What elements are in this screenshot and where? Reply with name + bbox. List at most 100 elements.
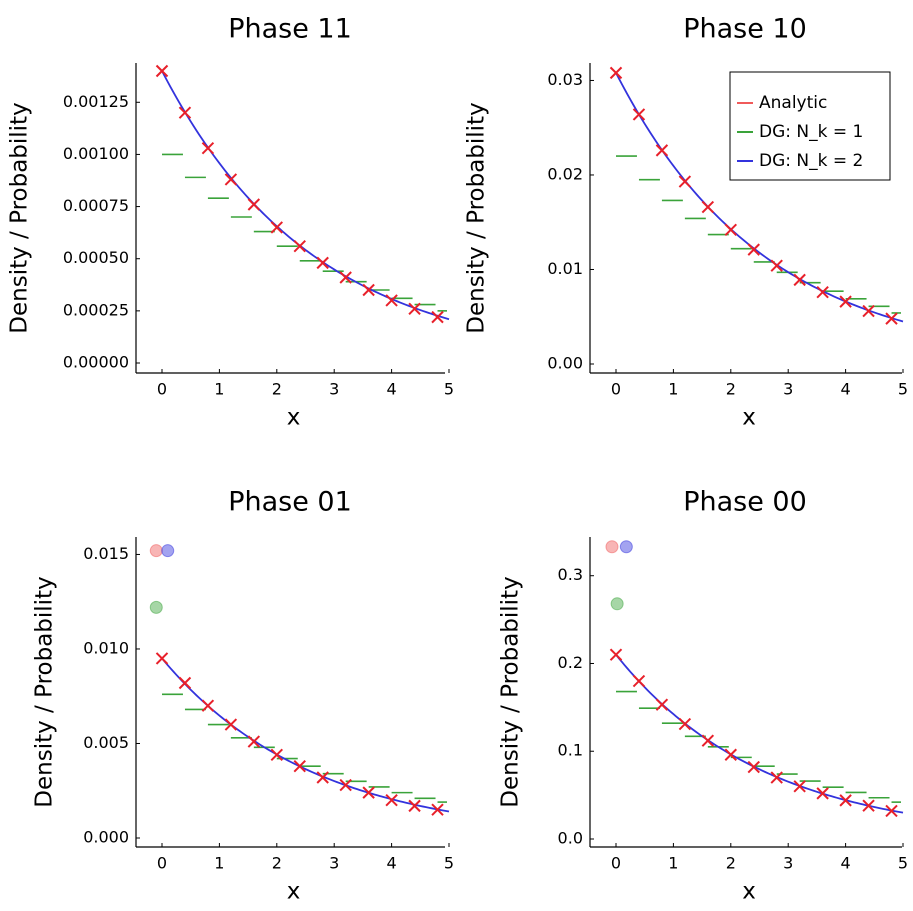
analytic-marker-stroke <box>293 759 306 773</box>
analytic-marker-stroke <box>816 787 829 800</box>
y-tick-label: 0.2 <box>558 653 583 672</box>
x-tick-label: 3 <box>783 854 793 873</box>
analytic-marker <box>747 243 760 256</box>
analytic-marker-stroke <box>247 198 261 211</box>
analytic-marker <box>862 304 875 318</box>
analytic-marker <box>293 239 306 253</box>
y-tick-label: 0.00075 <box>63 196 129 215</box>
x-tick-label: 0 <box>611 380 621 399</box>
y-tick-label: 0.00000 <box>63 353 129 372</box>
analytic-marker-stroke <box>201 699 215 712</box>
y-tick-label: 0.000 <box>83 828 129 847</box>
x-tick-label: 5 <box>898 854 908 873</box>
analytic-marker-stroke <box>885 312 898 325</box>
analytic-marker <box>201 699 215 712</box>
analytic-marker <box>839 794 852 807</box>
x-tick-label: 2 <box>272 380 282 399</box>
analytic-marker-stroke <box>770 771 783 784</box>
x-axis-label: x <box>742 405 756 431</box>
chart-panel-1: Phase 10 0 1 2 3 4 5 0.00 0.01 0.02 0.03 x Density /… <box>464 14 909 431</box>
analytic-marker <box>609 648 623 661</box>
analytic-marker <box>678 717 692 731</box>
y-tick-label: 0.00025 <box>63 300 129 319</box>
analytic-marker <box>770 259 783 272</box>
legend-label: Analytic <box>759 93 827 113</box>
analytic-marker <box>701 200 715 214</box>
analytic-marker <box>247 198 261 211</box>
x-tick-label: 1 <box>214 854 224 873</box>
y-tick-label: 0.010 <box>83 638 129 657</box>
analytic-marker-stroke <box>678 175 692 188</box>
analytic-marker-stroke <box>655 698 669 711</box>
y-axis-label: Density / Probability <box>498 576 524 807</box>
legend: Analytic DG: N_k = 1 DG: N_k = 2 <box>729 71 891 181</box>
analytic-marker <box>655 144 669 157</box>
analytic-marker-stroke <box>155 652 169 665</box>
analytic-marker <box>362 283 375 297</box>
analytic-marker-stroke <box>201 141 215 155</box>
analytic-marker <box>155 652 169 665</box>
analytic-marker-stroke <box>678 717 692 731</box>
analytic-marker-stroke <box>408 302 421 315</box>
x-axis-label: x <box>742 879 756 905</box>
x-tick-label: 0 <box>611 854 621 873</box>
analytic-marker-stroke <box>339 778 352 792</box>
analytic-marker <box>224 173 238 186</box>
analytic-marker <box>224 718 238 731</box>
analytic-marker-stroke <box>862 799 875 812</box>
x-tick-label: 1 <box>214 380 224 399</box>
x-tick-label: 1 <box>668 854 678 873</box>
y-tick-label: 0.02 <box>547 164 583 183</box>
dg-nk2-curve <box>161 657 450 813</box>
analytic-marker <box>816 285 829 299</box>
analytic-marker <box>885 804 898 818</box>
analytic-marker <box>885 312 898 325</box>
analytic-marker <box>678 175 692 188</box>
x-axis-label: x <box>287 405 301 431</box>
analytic-marker <box>339 778 352 792</box>
mass-point <box>605 540 619 554</box>
x-tick-label: 2 <box>726 854 736 873</box>
analytic-marker-stroke <box>178 106 192 119</box>
analytic-marker-stroke <box>816 285 829 299</box>
analytic-marker-stroke <box>270 221 284 234</box>
analytic-marker <box>793 780 806 793</box>
y-axis-label: Density / Probability <box>32 576 58 807</box>
x-tick-label: 4 <box>841 854 851 873</box>
analytic-marker-stroke <box>362 786 375 799</box>
x-tick-label: 0 <box>157 854 167 873</box>
chart-title: Phase 01 <box>228 487 352 518</box>
analytic-marker <box>408 799 421 813</box>
analytic-marker-stroke <box>362 283 375 297</box>
y-tick-label: 0.3 <box>558 565 583 584</box>
analytic-marker <box>293 759 306 773</box>
analytic-marker-stroke <box>247 735 261 748</box>
x-tick-label: 5 <box>444 380 454 399</box>
y-tick-label: 0.01 <box>547 259 583 278</box>
analytic-marker-stroke <box>839 794 852 807</box>
analytic-marker <box>431 310 444 324</box>
chart-panel-2: Phase 01 0 1 2 3 4 5 0.000 0.005 0.010 0.015 x Densi… <box>32 487 455 905</box>
chart-title: Phase 11 <box>228 14 352 45</box>
y-tick-label: 0.005 <box>83 733 129 752</box>
analytic-marker <box>385 793 398 807</box>
x-tick-label: 3 <box>329 854 339 873</box>
chart-panel-3: Phase 00 0 1 2 3 4 5 0.0 0.1 0.2 0.3 x Density / Pro… <box>498 487 909 905</box>
x-tick-label: 2 <box>272 854 282 873</box>
analytic-marker-stroke <box>839 295 852 308</box>
y-tick-label: 0.00125 <box>63 92 129 111</box>
dg-nk2-curve <box>161 70 450 321</box>
analytic-marker-stroke <box>793 273 806 287</box>
analytic-marker-stroke <box>747 243 760 256</box>
analytic-marker <box>747 760 760 774</box>
analytic-marker-stroke <box>724 748 738 761</box>
analytic-marker <box>770 771 783 784</box>
analytic-marker-stroke <box>747 760 760 774</box>
analytic-marker <box>178 676 192 690</box>
analytic-marker <box>655 698 669 711</box>
analytic-marker-stroke <box>885 804 898 818</box>
y-tick-label: 0.015 <box>83 544 129 563</box>
legend-box <box>729 71 891 181</box>
analytic-marker <box>609 66 623 80</box>
y-tick-label: 0.00 <box>547 354 583 373</box>
